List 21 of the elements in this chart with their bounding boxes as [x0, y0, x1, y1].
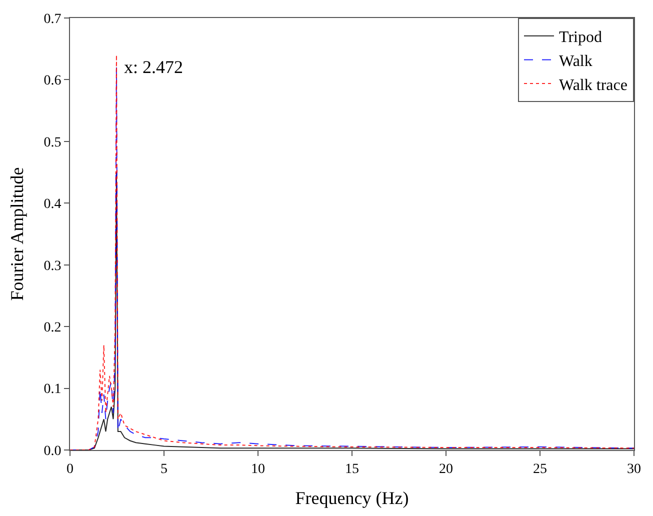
y-tick-label: 0.4 [44, 197, 62, 212]
y-tick-label: 0.2 [44, 320, 62, 336]
x-tick-label: 20 [439, 462, 453, 477]
x-tick-label: 30 [627, 462, 641, 477]
y-tick-label: 0.7 [44, 12, 62, 27]
x-tick-label: 5 [160, 462, 168, 477]
y-tick-label: 0.6 [44, 74, 62, 89]
x-axis-title: Frequency (Hz) [295, 488, 409, 508]
y-tick-label: 0.1 [44, 382, 62, 398]
y-tick-label: 0.0 [44, 444, 62, 459]
x-tick-label: 0 [66, 462, 74, 477]
annotation: x: 2.472 [124, 57, 184, 77]
x-tick-label: 25 [533, 462, 547, 477]
legend-label: Tripod [559, 29, 602, 46]
y-tick-label: 0.5 [44, 135, 62, 150]
y-tick-label: 0.3 [44, 258, 62, 274]
legend-label: Walk [559, 52, 592, 70]
x-tick-label: 15 [345, 462, 359, 477]
x-tick-label: 10 [251, 462, 265, 477]
legend-label: Walk trace [559, 76, 628, 94]
y-axis-title: Fourier Amplitude [6, 167, 27, 301]
